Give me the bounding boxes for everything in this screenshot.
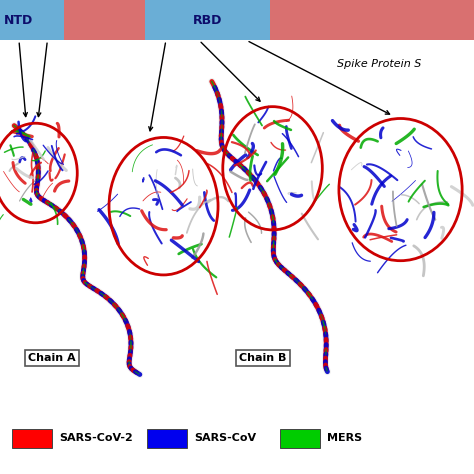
Bar xyxy=(280,429,320,448)
Bar xyxy=(147,429,187,448)
Text: Chain B: Chain B xyxy=(239,353,287,363)
Text: NTD: NTD xyxy=(4,14,33,27)
Bar xyxy=(12,429,52,448)
Text: RBD: RBD xyxy=(193,14,222,27)
Text: Chain A: Chain A xyxy=(28,353,76,363)
Text: Spike Protein S: Spike Protein S xyxy=(337,59,421,69)
Bar xyxy=(145,0,270,40)
Bar xyxy=(0,0,474,40)
Text: SARS-CoV-2: SARS-CoV-2 xyxy=(59,433,133,444)
Bar xyxy=(0,0,64,40)
Text: MERS: MERS xyxy=(327,433,362,444)
Text: SARS-CoV: SARS-CoV xyxy=(194,433,256,444)
